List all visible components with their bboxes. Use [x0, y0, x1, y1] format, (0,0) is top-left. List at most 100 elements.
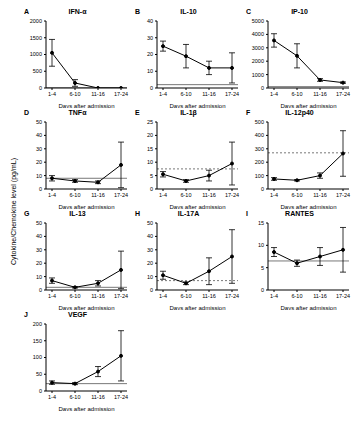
svg-text:20: 20 — [147, 260, 153, 266]
svg-text:1-4: 1-4 — [159, 91, 167, 97]
svg-text:Days after admission: Days after admission — [280, 103, 336, 108]
svg-text:1000: 1000 — [252, 72, 264, 78]
svg-text:0: 0 — [261, 186, 264, 192]
svg-text:1500: 1500 — [30, 35, 42, 41]
svg-text:10: 10 — [147, 159, 153, 165]
svg-text:17-24: 17-24 — [114, 293, 128, 299]
svg-text:0: 0 — [261, 85, 264, 91]
svg-text:20: 20 — [147, 132, 153, 138]
svg-text:6-10: 6-10 — [69, 192, 80, 198]
svg-text:3000: 3000 — [252, 45, 264, 51]
svg-text:Days after admission: Days after admission — [58, 406, 114, 411]
svg-text:500: 500 — [255, 119, 264, 125]
svg-text:6-10: 6-10 — [180, 293, 191, 299]
svg-text:6-10: 6-10 — [291, 192, 302, 198]
svg-text:Days after admission: Days after admission — [58, 305, 114, 310]
svg-text:17-24: 17-24 — [336, 91, 350, 97]
svg-text:6-10: 6-10 — [69, 91, 80, 97]
svg-text:0: 0 — [261, 287, 264, 293]
svg-text:17-24: 17-24 — [114, 192, 128, 198]
svg-text:1-4: 1-4 — [270, 91, 278, 97]
svg-text:20: 20 — [36, 159, 42, 165]
svg-text:Days after admission: Days after admission — [280, 204, 336, 209]
svg-text:20: 20 — [147, 51, 153, 57]
svg-text:0: 0 — [39, 186, 42, 192]
svg-text:17-24: 17-24 — [225, 91, 239, 97]
svg-text:0: 0 — [39, 85, 42, 91]
svg-text:500: 500 — [33, 68, 42, 74]
svg-text:100: 100 — [33, 354, 42, 360]
svg-text:1000: 1000 — [30, 51, 42, 57]
svg-text:0: 0 — [150, 186, 153, 192]
svg-text:30: 30 — [147, 35, 153, 41]
svg-text:0: 0 — [39, 287, 42, 293]
svg-text:0: 0 — [150, 287, 153, 293]
svg-text:1-4: 1-4 — [48, 91, 56, 97]
svg-text:6-10: 6-10 — [69, 293, 80, 299]
svg-text:40: 40 — [36, 132, 42, 138]
svg-text:50: 50 — [36, 371, 42, 377]
svg-text:1-4: 1-4 — [270, 192, 278, 198]
svg-text:50: 50 — [147, 220, 153, 226]
svg-text:10: 10 — [147, 68, 153, 74]
svg-text:Days after admission: Days after admission — [58, 204, 114, 209]
svg-text:11-16: 11-16 — [313, 293, 327, 299]
svg-text:30: 30 — [147, 247, 153, 253]
svg-text:1-4: 1-4 — [48, 192, 56, 198]
svg-text:30: 30 — [36, 247, 42, 253]
svg-text:10: 10 — [36, 173, 42, 179]
svg-text:11-16: 11-16 — [313, 192, 327, 198]
svg-text:Days after admission: Days after admission — [169, 204, 225, 209]
svg-text:40: 40 — [36, 233, 42, 239]
svg-text:50: 50 — [36, 119, 42, 125]
svg-text:11-16: 11-16 — [91, 293, 105, 299]
svg-text:25: 25 — [147, 119, 153, 125]
svg-text:5: 5 — [150, 173, 153, 179]
svg-text:20: 20 — [36, 260, 42, 266]
svg-text:11-16: 11-16 — [91, 394, 105, 400]
svg-text:6-10: 6-10 — [180, 192, 191, 198]
svg-text:0: 0 — [150, 85, 153, 91]
svg-text:200: 200 — [255, 159, 264, 165]
svg-text:6-10: 6-10 — [180, 91, 191, 97]
svg-text:17-24: 17-24 — [114, 91, 128, 97]
svg-text:17-24: 17-24 — [336, 293, 350, 299]
svg-text:6-10: 6-10 — [291, 293, 302, 299]
svg-text:1-4: 1-4 — [270, 293, 278, 299]
svg-text:1-4: 1-4 — [159, 192, 167, 198]
svg-text:17-24: 17-24 — [225, 192, 239, 198]
svg-text:15: 15 — [147, 146, 153, 152]
svg-text:1-4: 1-4 — [159, 293, 167, 299]
svg-text:1-4: 1-4 — [48, 394, 56, 400]
svg-text:Days after admission: Days after admission — [169, 103, 225, 108]
svg-text:5000: 5000 — [252, 18, 264, 24]
svg-text:10: 10 — [258, 242, 264, 248]
svg-text:5: 5 — [261, 265, 264, 271]
svg-text:10: 10 — [147, 274, 153, 280]
svg-text:Days after admission: Days after admission — [169, 305, 225, 310]
svg-text:4000: 4000 — [252, 31, 264, 37]
svg-text:6-10: 6-10 — [69, 394, 80, 400]
svg-text:17-24: 17-24 — [114, 394, 128, 400]
svg-text:17-24: 17-24 — [336, 192, 350, 198]
svg-text:1-4: 1-4 — [48, 293, 56, 299]
svg-text:17-24: 17-24 — [225, 293, 239, 299]
svg-text:40: 40 — [147, 233, 153, 239]
svg-text:15: 15 — [258, 220, 264, 226]
svg-text:40: 40 — [147, 18, 153, 24]
svg-text:11-16: 11-16 — [202, 91, 216, 97]
svg-text:11-16: 11-16 — [91, 192, 105, 198]
svg-text:11-16: 11-16 — [313, 91, 327, 97]
svg-text:0: 0 — [39, 388, 42, 394]
svg-text:11-16: 11-16 — [202, 192, 216, 198]
svg-text:400: 400 — [255, 132, 264, 138]
svg-text:30: 30 — [36, 146, 42, 152]
svg-text:6-10: 6-10 — [291, 91, 302, 97]
svg-text:2000: 2000 — [30, 18, 42, 24]
svg-text:100: 100 — [255, 173, 264, 179]
svg-text:50: 50 — [36, 220, 42, 226]
svg-text:150: 150 — [33, 338, 42, 344]
svg-text:Days after admission: Days after admission — [58, 103, 114, 108]
svg-text:11-16: 11-16 — [202, 293, 216, 299]
svg-text:2000: 2000 — [252, 58, 264, 64]
